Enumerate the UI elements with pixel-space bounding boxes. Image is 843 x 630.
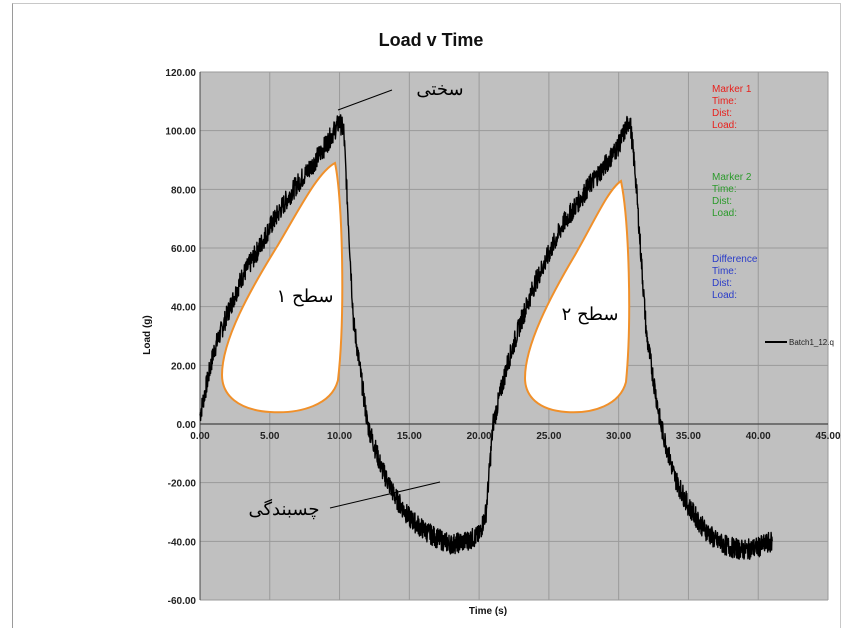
chart-title: Load v Time [379, 30, 484, 50]
y-tick-label: -60.00 [168, 596, 197, 607]
x-tick-label: 45.00 [815, 431, 840, 442]
series-group [199, 114, 773, 560]
x-tick-labels: 0.00 5.00 10.00 15.00 20.00 25.00 30.00 35.00 40… [190, 431, 841, 442]
hardness-leader-line [337, 89, 393, 111]
adhesiveness-leader-line [329, 481, 441, 509]
difference-line: Dist: [712, 278, 732, 289]
adhesiveness-annotation: چسبندگی [248, 498, 319, 520]
y-tick-labels: 120.00 100.00 80.00 60.00 40.00 20.00 0.00 -20.… [165, 68, 196, 607]
y-tick-label: 60.00 [171, 244, 196, 255]
annotations: سختی سطح ۱ سطح ۲ چسبندگی [248, 79, 618, 520]
marker2-line: Load: [712, 208, 737, 219]
difference-title: Difference [712, 254, 758, 265]
axes [199, 72, 828, 600]
difference-line: Load: [712, 290, 737, 301]
x-axis-label: Time (s) [469, 606, 507, 617]
chart-frame [12, 3, 841, 628]
y-tick-label: -40.00 [168, 537, 197, 548]
x-tick-label: 0.00 [190, 431, 210, 442]
x-tick-label: 15.00 [397, 431, 422, 442]
area-shapes [220, 161, 631, 414]
legend: Batch1_12.q [765, 338, 834, 347]
marker2-line: Dist: [712, 196, 732, 207]
hardness-annotation: سختی [416, 79, 463, 100]
x-tick-label: 10.00 [327, 431, 352, 442]
x-tick-label: 30.00 [606, 431, 631, 442]
marker2-line: Time: [712, 184, 737, 195]
legend-label: Batch1_12.q [789, 338, 834, 347]
y-tick-label: -20.00 [168, 479, 197, 490]
x-tick-label: 20.00 [467, 431, 492, 442]
area-2-label: سطح ۲ [562, 304, 619, 325]
y-tick-label: 40.00 [171, 303, 196, 314]
series-line [199, 114, 773, 560]
y-tick-label: 20.00 [171, 361, 196, 372]
marker1-line: Time: [712, 96, 737, 107]
marker2-title: Marker 2 [712, 172, 752, 183]
x-tick-label: 35.00 [676, 431, 701, 442]
y-tick-label: 100.00 [165, 127, 196, 138]
difference-line: Time: [712, 266, 737, 277]
x-tick-label: 40.00 [746, 431, 771, 442]
y-tick-label: 120.00 [165, 68, 196, 79]
y-tick-label: 0.00 [177, 420, 197, 431]
y-tick-label: 80.00 [171, 185, 196, 196]
x-tick-label: 25.00 [536, 431, 561, 442]
x-tick-label: 5.00 [260, 431, 280, 442]
area-1-shape [220, 161, 344, 414]
area-1-label: سطح ۱ [277, 286, 334, 307]
marker1-line: Dist: [712, 108, 732, 119]
marker1-title: Marker 1 [712, 84, 752, 95]
marker1-line: Load: [712, 120, 737, 131]
area-2-shape [523, 179, 631, 414]
y-axis-label: Load (g) [142, 315, 153, 354]
